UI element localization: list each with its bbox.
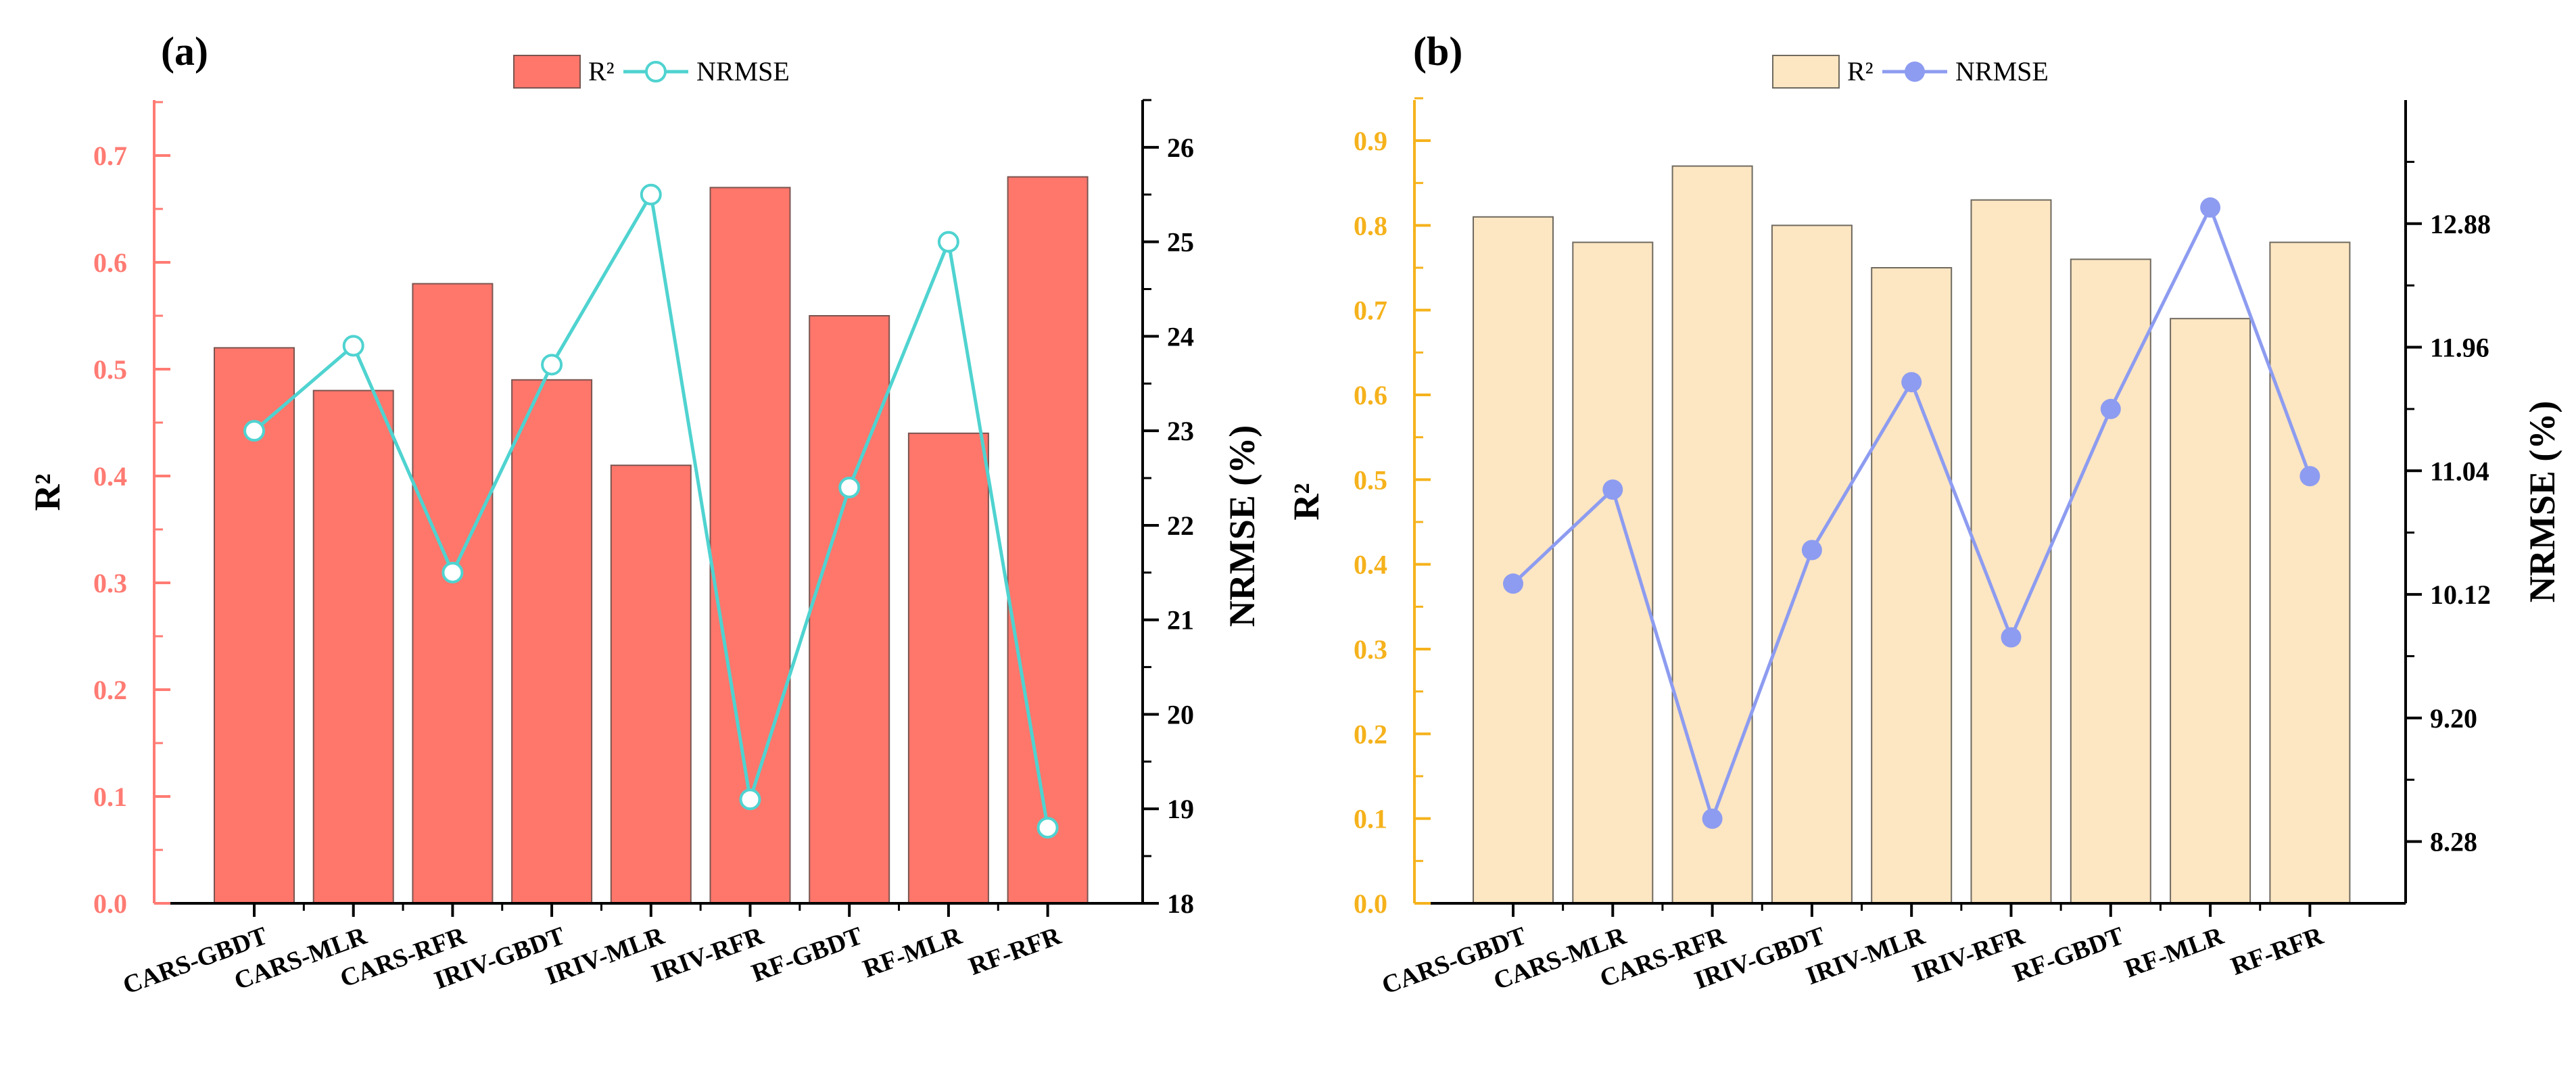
bar-series-r2 <box>214 176 1089 905</box>
left-tick-label: 0.7 <box>93 141 127 171</box>
left-tick-label: 0.6 <box>93 247 127 278</box>
bar-rf-gbdt <box>2070 258 2151 904</box>
right-tick-label: 25 <box>1167 227 1194 258</box>
left-tick-label: 0.4 <box>1354 550 1387 580</box>
bar-rf-mlr <box>2170 318 2251 904</box>
bar-iriv-mlr <box>1871 267 1953 904</box>
left-tick-label: 0.2 <box>93 675 127 705</box>
left-tick-label: 0.8 <box>1354 210 1387 241</box>
bar-rf-rfr <box>1007 176 1089 905</box>
legend-marker-swatch <box>645 61 667 82</box>
right-tick-label: 9.20 <box>2430 703 2477 734</box>
nrmse-point-rf-rfr <box>1036 817 1059 839</box>
line-series-nrmse <box>1503 197 2320 829</box>
left-tick-label: 0.2 <box>1354 719 1387 749</box>
right-tick-label: 11.04 <box>2430 456 2489 486</box>
legend-label-r2: R² <box>1847 56 1874 87</box>
right-tick-label: 24 <box>1167 321 1194 352</box>
nrmse-point-rf-gbdt <box>2100 398 2121 419</box>
bar-cars-mlr <box>1572 241 1654 904</box>
panel-label-a: (a) <box>161 29 208 74</box>
bar-iriv-gbdt <box>1771 224 1853 905</box>
left-tick-label: 0.1 <box>1354 804 1387 834</box>
left-tick-label: 0.9 <box>1354 126 1387 156</box>
nrmse-point-iriv-mlr <box>1901 372 1922 393</box>
left-tick-label: 0.3 <box>1354 634 1387 665</box>
bar-cars-gbdt <box>1473 216 1554 904</box>
left-tick-label: 0.4 <box>93 461 127 492</box>
nrmse-point-iriv-gbdt <box>541 354 563 376</box>
right-tick-label: 23 <box>1167 416 1194 446</box>
bar-iriv-rfr <box>709 187 791 904</box>
y2-axis-title-nrmse: NRMSE (%) <box>1222 425 1262 627</box>
legend-bar-swatch <box>1772 55 1840 89</box>
right-tick-label: 12.88 <box>2430 209 2491 239</box>
right-tick-label: 22 <box>1167 510 1194 541</box>
bar-cars-rfr <box>412 283 494 905</box>
legend-label-nrmse: NRMSE <box>696 56 790 87</box>
left-tick-label: 0.0 <box>93 888 127 919</box>
left-tick-label: 0.3 <box>93 568 127 598</box>
right-tick-label: 11.96 <box>2430 333 2489 363</box>
right-tick-label: 20 <box>1167 699 1194 730</box>
bar-cars-mlr <box>312 389 394 904</box>
left-tick-label: 0.6 <box>1354 380 1387 410</box>
right-tick-label: 18 <box>1167 888 1194 919</box>
nrmse-point-cars-gbdt <box>1503 573 1523 594</box>
left-tick-label: 0.5 <box>93 354 127 385</box>
bar-iriv-rfr <box>1970 199 2052 905</box>
legend-bar-swatch <box>513 55 581 89</box>
bar-iriv-mlr <box>610 465 692 904</box>
nrmse-point-iriv-rfr <box>739 788 761 811</box>
nrmse-point-cars-rfr <box>1702 808 1723 829</box>
line-series-nrmse <box>243 183 1059 839</box>
right-tick-label: 26 <box>1167 133 1194 163</box>
nrmse-point-iriv-rfr <box>2001 627 2022 648</box>
nrmse-point-cars-mlr <box>342 335 364 357</box>
left-tick-label: 0.0 <box>1354 888 1387 919</box>
nrmse-point-rf-mlr <box>2200 197 2221 218</box>
legend-b: R² NRMSE <box>1772 55 2049 89</box>
legend-a: R² NRMSE <box>513 55 790 89</box>
panel-label-b: (b) <box>1413 29 1462 74</box>
left-tick-label: 0.1 <box>93 782 127 812</box>
y2-axis-title-nrmse: NRMSE (%) <box>2522 401 2562 602</box>
y-axis-title-r2: R² <box>27 473 68 510</box>
bar-rf-mlr <box>907 432 989 904</box>
nrmse-point-iriv-mlr <box>640 183 662 206</box>
legend-marker-swatch <box>1905 62 1925 82</box>
y-axis-title-r2: R² <box>1286 483 1327 520</box>
nrmse-point-rf-rfr <box>2299 466 2320 487</box>
right-tick-label: 21 <box>1167 605 1194 636</box>
legend-label-r2: R² <box>588 56 615 87</box>
nrmse-point-cars-rfr <box>442 561 464 584</box>
right-tick-label: 19 <box>1167 794 1194 824</box>
nrmse-point-rf-gbdt <box>838 477 861 499</box>
bar-iriv-gbdt <box>511 379 593 904</box>
bar-cars-rfr <box>1671 165 1753 905</box>
bar-rf-rfr <box>2269 241 2351 904</box>
nrmse-point-cars-gbdt <box>243 420 265 442</box>
left-tick-label: 0.5 <box>1354 465 1387 495</box>
nrmse-point-cars-mlr <box>1602 479 1623 500</box>
nrmse-point-iriv-gbdt <box>1801 540 1822 561</box>
right-tick-label: 8.28 <box>2430 827 2477 857</box>
bar-rf-gbdt <box>809 315 890 904</box>
nrmse-point-rf-mlr <box>937 231 959 253</box>
left-tick-label: 0.7 <box>1354 295 1387 326</box>
right-tick-label: 10.12 <box>2430 579 2491 610</box>
legend-label-nrmse: NRMSE <box>1955 56 2049 87</box>
